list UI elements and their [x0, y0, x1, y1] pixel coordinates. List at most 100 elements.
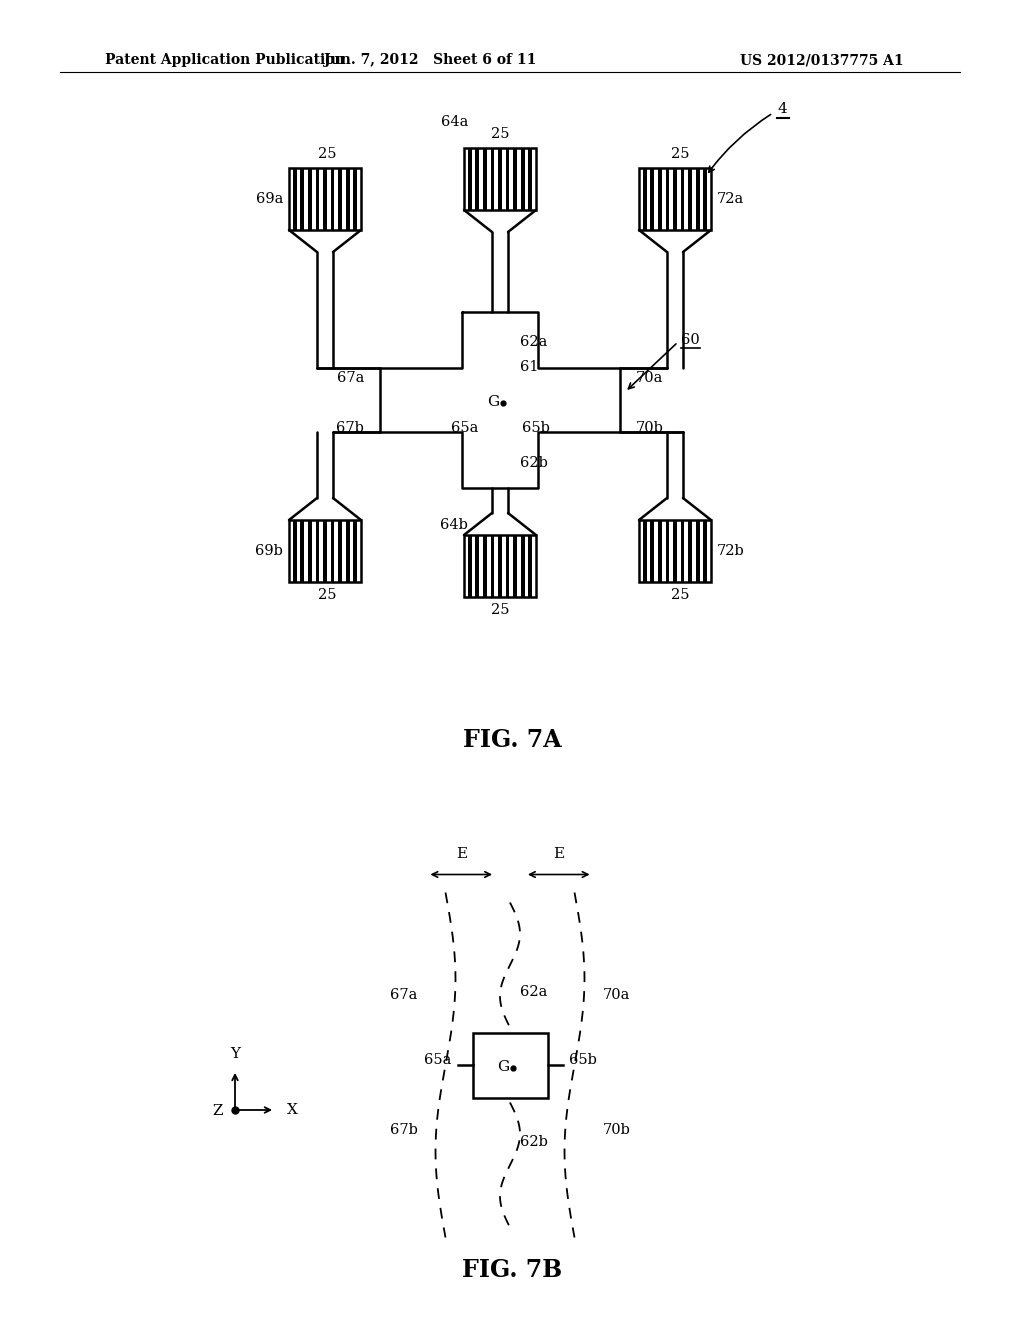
Text: E: E	[553, 846, 564, 861]
Bar	[315, 520, 319, 582]
Bar	[650, 520, 654, 582]
Bar	[300, 520, 304, 582]
Text: 25: 25	[490, 127, 509, 141]
Bar	[696, 520, 699, 582]
Bar	[490, 535, 495, 597]
Text: G: G	[486, 395, 499, 409]
Text: 72b: 72b	[717, 544, 744, 558]
Bar	[289, 520, 361, 582]
Bar	[658, 168, 662, 230]
Text: 64a: 64a	[440, 115, 468, 129]
Text: 64b: 64b	[440, 517, 468, 532]
Text: FIG. 7B: FIG. 7B	[462, 1258, 562, 1282]
Text: Z: Z	[213, 1104, 223, 1118]
Bar	[315, 168, 319, 230]
Bar	[308, 168, 311, 230]
Text: E: E	[456, 846, 467, 861]
Text: FIG. 7A: FIG. 7A	[463, 729, 561, 752]
Bar	[639, 168, 711, 230]
Bar	[506, 148, 510, 210]
Text: 65b: 65b	[522, 421, 550, 436]
Bar	[346, 520, 349, 582]
Bar	[639, 520, 711, 582]
Text: 67a: 67a	[390, 987, 418, 1002]
Bar	[666, 520, 670, 582]
Text: 4: 4	[777, 102, 786, 116]
Bar	[673, 520, 677, 582]
Bar	[513, 535, 517, 597]
Bar	[468, 535, 472, 597]
Bar	[521, 535, 524, 597]
Bar	[490, 148, 495, 210]
Polygon shape	[380, 312, 620, 488]
Bar	[681, 520, 684, 582]
Bar	[688, 168, 692, 230]
Text: 70a: 70a	[636, 371, 664, 385]
Text: US 2012/0137775 A1: US 2012/0137775 A1	[740, 53, 903, 67]
Bar	[300, 168, 304, 230]
Text: 25: 25	[317, 587, 336, 602]
Bar	[475, 148, 479, 210]
Bar	[475, 535, 479, 597]
Bar	[472, 1032, 548, 1097]
Bar	[703, 168, 708, 230]
Text: 65a: 65a	[424, 1053, 452, 1067]
Text: 70b: 70b	[602, 1123, 631, 1137]
Bar	[528, 148, 532, 210]
Text: 65b: 65b	[568, 1053, 596, 1067]
Bar	[673, 168, 677, 230]
Bar	[324, 520, 327, 582]
Bar	[666, 168, 670, 230]
Text: 70a: 70a	[602, 987, 630, 1002]
Bar	[464, 535, 536, 597]
Bar	[293, 520, 297, 582]
Bar	[498, 148, 502, 210]
Text: 65a: 65a	[451, 421, 478, 436]
Text: Patent Application Publication: Patent Application Publication	[105, 53, 345, 67]
Text: 62a: 62a	[520, 986, 548, 999]
Bar	[513, 148, 517, 210]
Bar	[658, 520, 662, 582]
Text: 62b: 62b	[520, 1135, 548, 1150]
Bar	[338, 520, 342, 582]
Bar	[353, 168, 357, 230]
Bar	[308, 520, 311, 582]
Text: 69b: 69b	[255, 544, 283, 558]
Bar	[346, 168, 349, 230]
Bar	[521, 148, 524, 210]
Text: 25: 25	[490, 603, 509, 616]
Text: Y: Y	[230, 1047, 240, 1061]
Bar	[528, 535, 532, 597]
Bar	[468, 148, 472, 210]
Bar	[324, 168, 327, 230]
Text: 62b: 62b	[520, 455, 548, 470]
Text: X: X	[287, 1104, 298, 1117]
Text: 61: 61	[520, 360, 539, 374]
Bar	[506, 535, 510, 597]
Text: 69a: 69a	[256, 191, 283, 206]
Text: 67b: 67b	[389, 1123, 418, 1137]
Text: 60: 60	[681, 333, 699, 347]
Bar	[703, 520, 708, 582]
Bar	[696, 168, 699, 230]
Text: 67a: 67a	[337, 371, 364, 385]
Text: 25: 25	[671, 587, 689, 602]
Bar	[338, 168, 342, 230]
Bar	[483, 535, 486, 597]
Bar	[293, 168, 297, 230]
Text: 72a: 72a	[717, 191, 744, 206]
Bar	[464, 148, 536, 210]
Bar	[643, 168, 646, 230]
Bar	[289, 168, 361, 230]
Text: G: G	[497, 1060, 509, 1074]
Bar	[681, 168, 684, 230]
Bar	[483, 148, 486, 210]
Bar	[688, 520, 692, 582]
Text: 62a: 62a	[520, 335, 548, 348]
Text: 70b: 70b	[636, 421, 664, 436]
Bar	[498, 535, 502, 597]
Bar	[650, 168, 654, 230]
Text: 67b: 67b	[336, 421, 364, 436]
Bar	[643, 520, 646, 582]
Bar	[353, 520, 357, 582]
